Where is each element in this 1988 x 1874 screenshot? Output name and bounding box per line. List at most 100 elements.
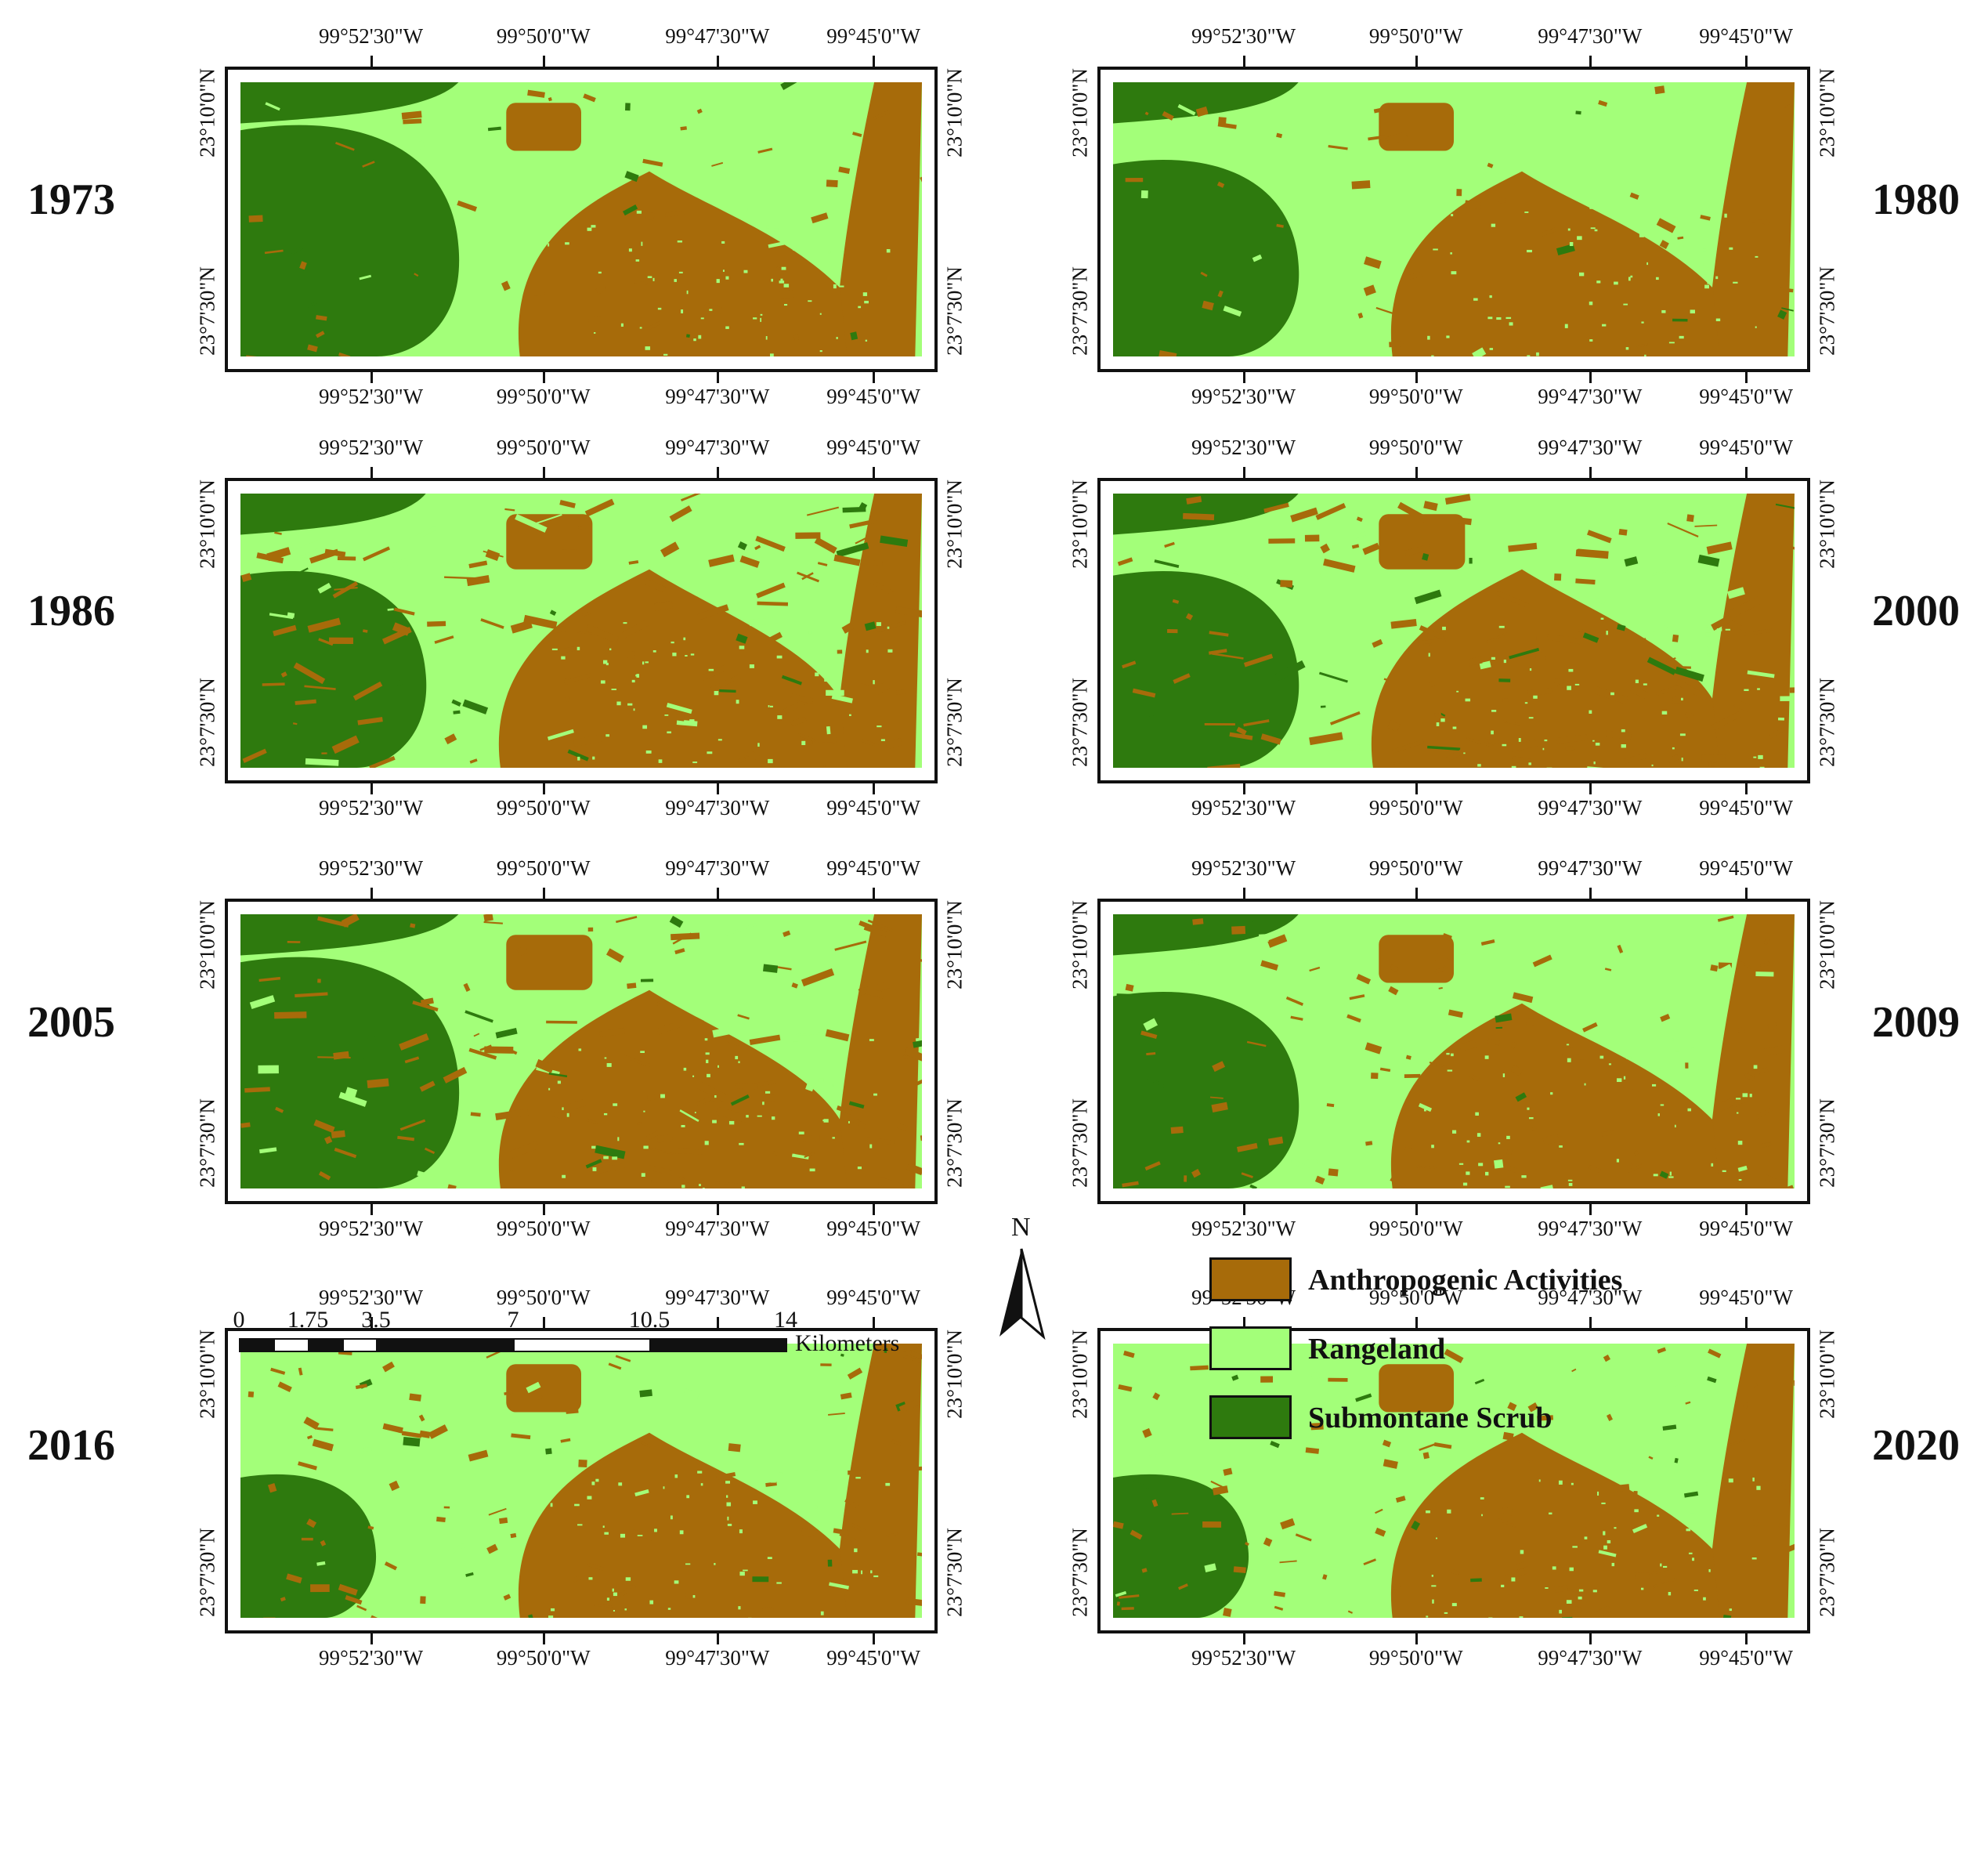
land-patch xyxy=(1744,1073,1755,1081)
rangeland-speck xyxy=(1431,1145,1434,1149)
land-patch xyxy=(306,302,317,308)
land-patch xyxy=(1433,1442,1452,1449)
land-patch xyxy=(1442,932,1452,942)
land-patch xyxy=(307,344,318,353)
land-patch xyxy=(1375,1527,1386,1537)
rangeland-speck xyxy=(1594,229,1598,232)
land-patch xyxy=(817,562,828,566)
land-patch xyxy=(1610,226,1625,230)
land-patch xyxy=(1667,754,1679,763)
land-patch xyxy=(1675,103,1697,115)
urban-core xyxy=(1390,171,1720,356)
land-patch xyxy=(345,1595,363,1605)
tick-mark xyxy=(370,372,373,383)
land-patch xyxy=(634,1489,649,1497)
land-patch xyxy=(244,1087,270,1093)
land-patch xyxy=(627,982,637,989)
rangeland-speck xyxy=(1462,1182,1468,1186)
latitude-label: 23°10'0"N xyxy=(1068,899,1092,989)
scale-label: 0 xyxy=(233,1307,245,1333)
land-patch xyxy=(689,1014,704,1025)
land-patch xyxy=(1270,1440,1280,1449)
land-patch xyxy=(317,916,349,928)
land-patch xyxy=(295,699,316,705)
tick-mark xyxy=(1415,1633,1418,1644)
longitude-label: 99°47'30"W xyxy=(1538,1217,1643,1240)
longitude-label: 99°50'0"W xyxy=(1368,1286,1463,1309)
land-patch xyxy=(280,1597,286,1602)
rangeland-speck xyxy=(769,353,774,356)
land-patch xyxy=(1249,1184,1257,1188)
tick-mark xyxy=(1242,888,1245,899)
land-patch xyxy=(1582,632,1599,643)
longitude-label: 99°45'0"W xyxy=(1699,24,1793,48)
rangeland-speck xyxy=(1704,284,1709,289)
rangeland-speck xyxy=(1660,1104,1664,1106)
longitude-label: 99°47'30"W xyxy=(1538,385,1643,408)
land-patch xyxy=(1510,1065,1524,1076)
land-patch xyxy=(1275,660,1306,681)
land-patch xyxy=(811,212,829,224)
land-patch xyxy=(897,1123,908,1131)
land-patch xyxy=(1276,132,1283,139)
rangeland-speck xyxy=(1601,1502,1606,1504)
rangeland-speck xyxy=(1521,1175,1527,1178)
land-patch xyxy=(1143,1018,1158,1031)
land-patch xyxy=(1121,1607,1134,1611)
land-patch xyxy=(1434,966,1448,974)
land-patch xyxy=(1139,715,1155,722)
rangeland-speck xyxy=(1451,1130,1457,1134)
land-patch xyxy=(642,158,663,167)
rangeland-speck xyxy=(819,350,822,353)
land-patch xyxy=(313,1119,335,1134)
land-patch xyxy=(760,1092,775,1102)
rangeland-speck xyxy=(595,1478,599,1482)
longitude-label: 99°45'0"W xyxy=(1699,436,1793,459)
rangeland-speck xyxy=(760,313,763,316)
rangeland-speck xyxy=(1452,726,1457,729)
tick-mark xyxy=(1415,783,1418,794)
rangeland-speck xyxy=(602,1525,605,1529)
land-patch xyxy=(1674,1457,1679,1463)
land-patch xyxy=(1494,1159,1504,1169)
land-patch xyxy=(1202,300,1214,311)
rangeland-speck xyxy=(717,739,722,741)
land-patch xyxy=(1556,734,1588,744)
rangeland-speck xyxy=(869,1039,874,1041)
land-patch xyxy=(1268,538,1296,544)
rangeland-speck xyxy=(635,259,640,262)
land-patch xyxy=(1575,578,1596,585)
rangeland-speck xyxy=(1668,342,1675,344)
land-patch xyxy=(462,699,489,715)
rangeland-speck xyxy=(1426,1615,1429,1618)
rangeland-speck xyxy=(1593,762,1596,765)
rangeland-speck xyxy=(663,1486,665,1489)
rangeland-speck xyxy=(1511,1577,1516,1582)
rangeland-speck xyxy=(699,1184,701,1187)
land-patch xyxy=(1414,589,1442,605)
land-patch xyxy=(1603,1355,1611,1362)
land-patch xyxy=(916,1552,922,1557)
rangeland-speck xyxy=(757,1115,762,1117)
land-patch xyxy=(749,1034,781,1045)
land-patch xyxy=(1323,559,1356,573)
rangeland-speck xyxy=(594,332,596,334)
rangeland-speck xyxy=(866,649,869,653)
legend-label: Anthropogenic Activities xyxy=(1308,1264,1623,1297)
land-patch xyxy=(790,716,807,726)
land-patch xyxy=(338,1583,358,1596)
tick-mark xyxy=(716,1633,719,1644)
land-patch xyxy=(274,1011,307,1019)
tick-mark xyxy=(716,1317,719,1328)
land-patch xyxy=(755,535,786,552)
year-label: 2020 xyxy=(1872,1421,1960,1470)
rangeland-speck xyxy=(753,317,757,320)
land-patch xyxy=(1149,1453,1167,1458)
rangeland-speck xyxy=(1651,764,1654,767)
land-patch xyxy=(1242,914,1256,924)
rangeland-speck xyxy=(1473,298,1478,301)
land-patch xyxy=(1434,712,1442,717)
land-patch xyxy=(369,755,396,768)
rangeland-speck xyxy=(692,1075,695,1077)
longitude-label: 99°50'0"W xyxy=(1368,385,1463,408)
